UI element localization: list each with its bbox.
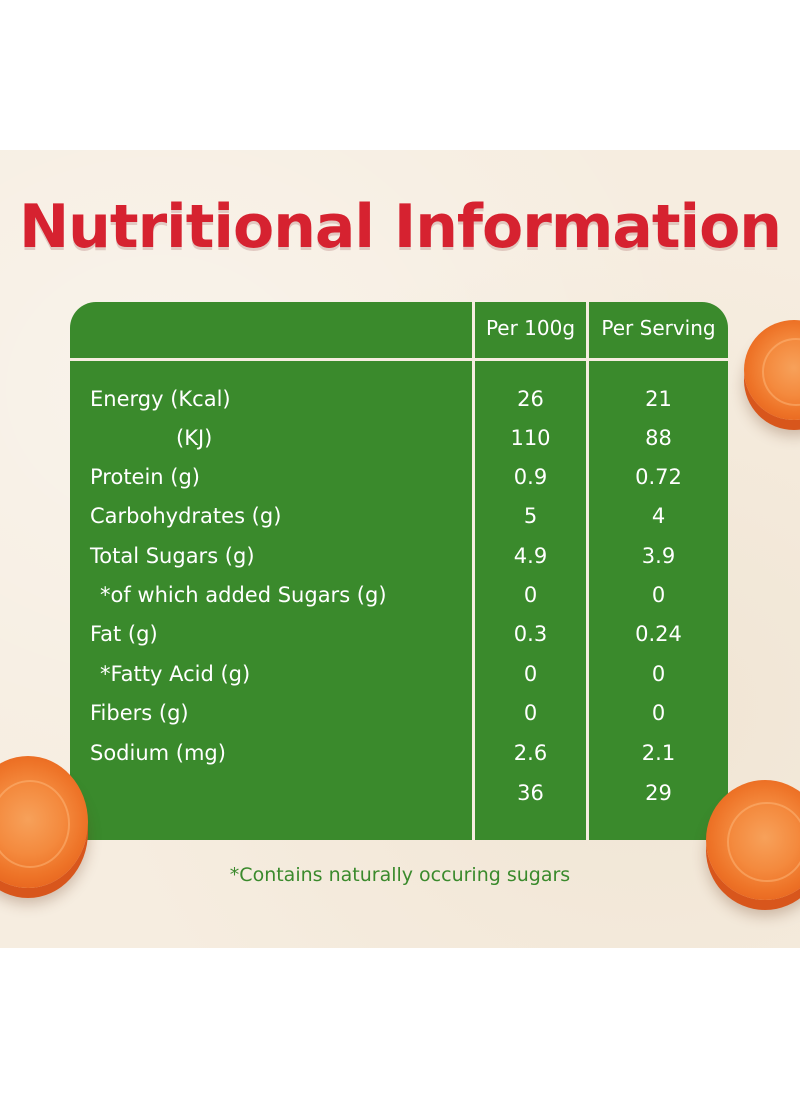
value-per-100g: 0.9 — [513, 465, 548, 489]
table-row-carbohydrates: Carbohydrates (g) 5 4 — [70, 499, 728, 533]
value-per-serving: 21 — [645, 387, 672, 411]
table-row-added-sugars: *of which added Sugars (g) 0 0 — [70, 578, 728, 612]
value-per-100g: 2.6 — [513, 741, 548, 765]
value-per-100g: 0 — [523, 701, 538, 725]
nutrition-panel: Nutritional Information Per 100g Per Ser… — [0, 150, 800, 948]
row-label: Energy (Kcal) — [90, 387, 231, 411]
row-label: *of which added Sugars (g) — [100, 583, 387, 607]
footnote: *Contains naturally occuring sugars — [229, 864, 571, 886]
value-per-serving: 0.72 — [635, 465, 682, 489]
row-label: Carbohydrates (g) — [90, 504, 282, 528]
value-per-100g: 5 — [523, 504, 538, 528]
row-label: (KJ) — [176, 426, 213, 450]
table-row-extra: 36 29 — [70, 776, 728, 810]
value-per-serving: 29 — [645, 781, 672, 805]
value-per-100g: 36 — [517, 781, 544, 805]
value-per-100g: 0.3 — [513, 622, 548, 646]
nutrition-table: Per 100g Per Serving Energy (Kcal) 26 21… — [70, 302, 728, 840]
table-row-total-sugars: Total Sugars (g) 4.9 3.9 — [70, 539, 728, 573]
value-per-serving: 88 — [645, 426, 672, 450]
table-row-energy-kcal: Energy (Kcal) 26 21 — [70, 382, 728, 416]
value-per-serving: 0.24 — [635, 622, 682, 646]
row-label: Total Sugars (g) — [90, 544, 255, 568]
column-header-per-100g: Per 100g — [485, 316, 576, 340]
row-label: Protein (g) — [90, 465, 201, 489]
value-per-100g: 4.9 — [513, 544, 548, 568]
column-divider-1 — [472, 302, 475, 840]
value-per-serving: 4 — [651, 504, 666, 528]
row-label: Sodium (mg) — [90, 741, 226, 765]
value-per-100g: 0 — [523, 662, 538, 686]
carrot-slice-image — [706, 780, 800, 900]
table-row-energy-kj: (KJ) 110 88 — [70, 421, 728, 455]
value-per-100g: 0 — [523, 583, 538, 607]
table-row-fibers: Fibers (g) 0 0 — [70, 696, 728, 730]
value-per-100g: 26 — [517, 387, 544, 411]
value-per-serving: 0 — [651, 662, 666, 686]
row-label: Fat (g) — [90, 622, 158, 646]
column-divider-2 — [586, 302, 589, 840]
row-label: *Fatty Acid (g) — [100, 662, 251, 686]
row-label: Fibers (g) — [90, 701, 189, 725]
column-header-per-serving: Per Serving — [601, 316, 716, 340]
table-row-protein: Protein (g) 0.9 0.72 — [70, 460, 728, 494]
table-row-fatty-acid: *Fatty Acid (g) 0 0 — [70, 657, 728, 691]
page-title: Nutritional Information — [18, 192, 782, 262]
table-row-sodium: Sodium (mg) 2.6 2.1 — [70, 736, 728, 770]
table-row-fat: Fat (g) 0.3 0.24 — [70, 617, 728, 651]
value-per-serving: 2.1 — [641, 741, 676, 765]
value-per-100g: 110 — [510, 426, 551, 450]
value-per-serving: 0 — [651, 701, 666, 725]
header-divider — [70, 358, 728, 361]
value-per-serving: 0 — [651, 583, 666, 607]
value-per-serving: 3.9 — [641, 544, 676, 568]
